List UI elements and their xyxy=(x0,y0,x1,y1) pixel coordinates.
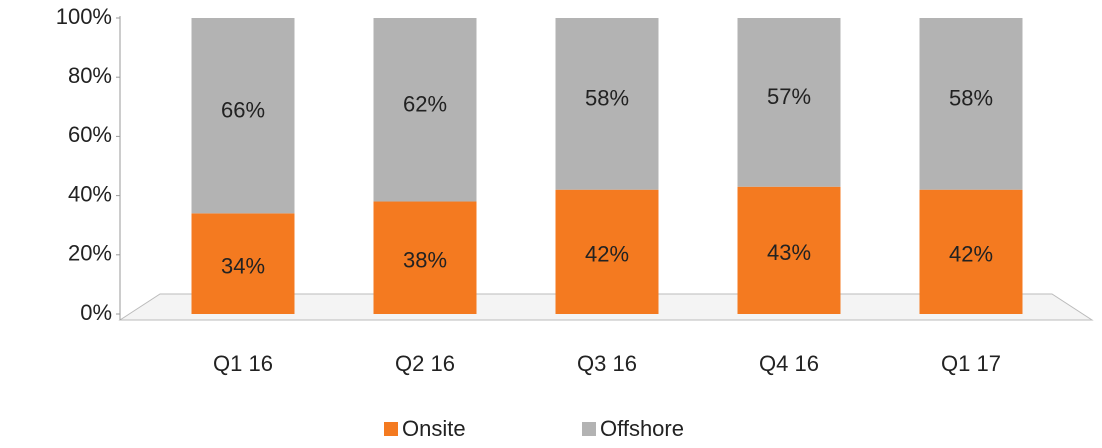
data-label: 38% xyxy=(403,248,447,273)
bar-segment xyxy=(555,189,659,314)
y-tick-label: 20% xyxy=(68,241,112,266)
data-label: 58% xyxy=(949,86,993,111)
bar-segment xyxy=(737,186,841,314)
bar-segment xyxy=(373,18,477,202)
bar-segment xyxy=(919,189,1023,314)
data-label: 42% xyxy=(585,242,629,267)
y-tick-label: 60% xyxy=(68,122,112,147)
bar-segment xyxy=(919,18,1023,190)
bar-segment xyxy=(555,18,659,190)
legend-swatch xyxy=(582,422,596,436)
legend-label: Offshore xyxy=(600,416,684,441)
x-tick-label: Q1 16 xyxy=(213,351,273,376)
data-label: 62% xyxy=(403,92,447,117)
data-label: 66% xyxy=(221,97,265,122)
data-label: 34% xyxy=(221,253,265,278)
y-tick-label: 100% xyxy=(56,4,112,29)
data-label: 43% xyxy=(767,240,811,265)
x-tick-label: Q3 16 xyxy=(577,351,637,376)
legend-label: Onsite xyxy=(402,416,466,441)
bar-segment xyxy=(737,18,841,187)
bar-segment xyxy=(373,201,477,314)
x-tick-label: Q4 16 xyxy=(759,351,819,376)
y-tick-label: 0% xyxy=(80,300,112,325)
data-label: 57% xyxy=(767,84,811,109)
data-label: 58% xyxy=(585,86,629,111)
y-tick-label: 80% xyxy=(68,63,112,88)
bar-segment xyxy=(191,18,295,214)
x-tick-label: Q2 16 xyxy=(395,351,455,376)
legend-swatch xyxy=(384,422,398,436)
bar-segment xyxy=(191,213,295,314)
x-tick-label: Q1 17 xyxy=(941,351,1001,376)
y-tick-label: 40% xyxy=(68,181,112,206)
data-label: 42% xyxy=(949,242,993,267)
